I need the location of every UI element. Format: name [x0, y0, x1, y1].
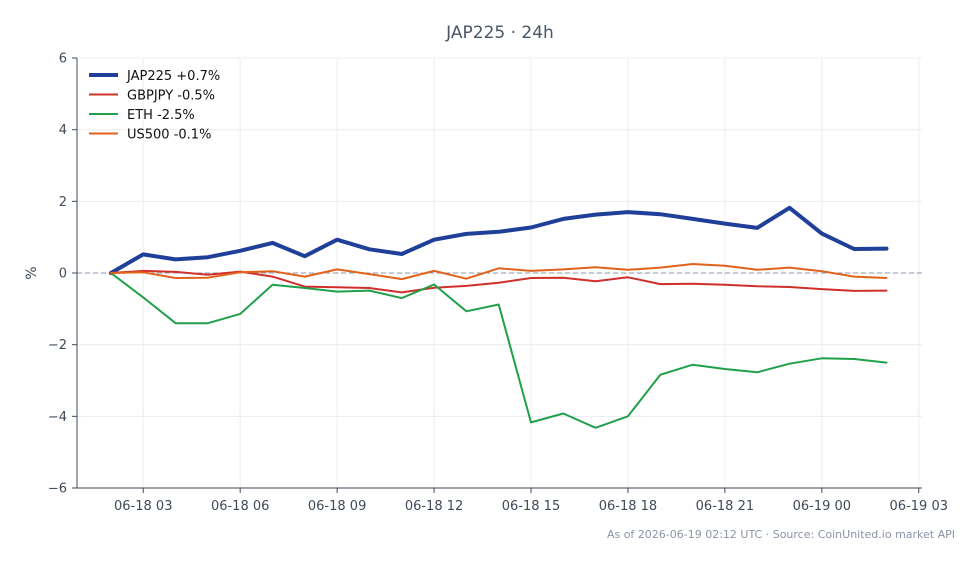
x-tick-label: 06-19 00 — [793, 499, 851, 514]
series-line-2 — [109, 272, 888, 429]
x-tick-label: 06-18 03 — [114, 499, 172, 514]
legend-label-0: JAP225 +0.7% — [126, 69, 220, 84]
x-tick-label: 06-18 21 — [696, 499, 754, 514]
y-tick-label: 2 — [59, 195, 67, 210]
x-tick-label: 06-18 18 — [599, 499, 657, 514]
x-tick-label: 06-18 09 — [308, 499, 366, 514]
x-tick-label: 06-19 03 — [890, 499, 948, 514]
y-tick-label: −2 — [48, 338, 67, 353]
y-axis-label: % — [24, 266, 40, 279]
legend-label-1: GBPJPY -0.5% — [127, 89, 215, 104]
legend: JAP225 +0.7% GBPJPY -0.5% ETH -2.5% US500 -… — [89, 69, 220, 143]
x-tick-label: 06-18 12 — [405, 499, 463, 514]
y-axis-ticks: 6 4 2 0 −2 −4 −6 — [48, 52, 77, 497]
chart-title: JAP225 · 24h — [445, 23, 554, 43]
series-line-3 — [109, 263, 888, 281]
series-lines — [108, 205, 889, 429]
legend-label-2: ETH -2.5% — [127, 108, 195, 123]
y-tick-label: 0 — [59, 267, 67, 282]
gridlines — [77, 57, 922, 489]
x-axis-ticks: 06-18 03 06-18 06 06-18 09 06-18 12 06-18 15… — [114, 488, 948, 514]
y-tick-label: 6 — [59, 52, 67, 67]
footer-note: As of 2026-06-19 02:12 UTC · Source: Coi… — [607, 528, 955, 541]
x-tick-label: 06-18 15 — [502, 499, 560, 514]
legend-label-3: US500 -0.1% — [127, 128, 211, 143]
y-tick-label: 4 — [59, 123, 67, 138]
series-line-0 — [108, 205, 889, 275]
y-tick-label: −6 — [48, 482, 67, 497]
x-tick-label: 06-18 06 — [211, 499, 269, 514]
y-tick-label: −4 — [48, 410, 67, 425]
